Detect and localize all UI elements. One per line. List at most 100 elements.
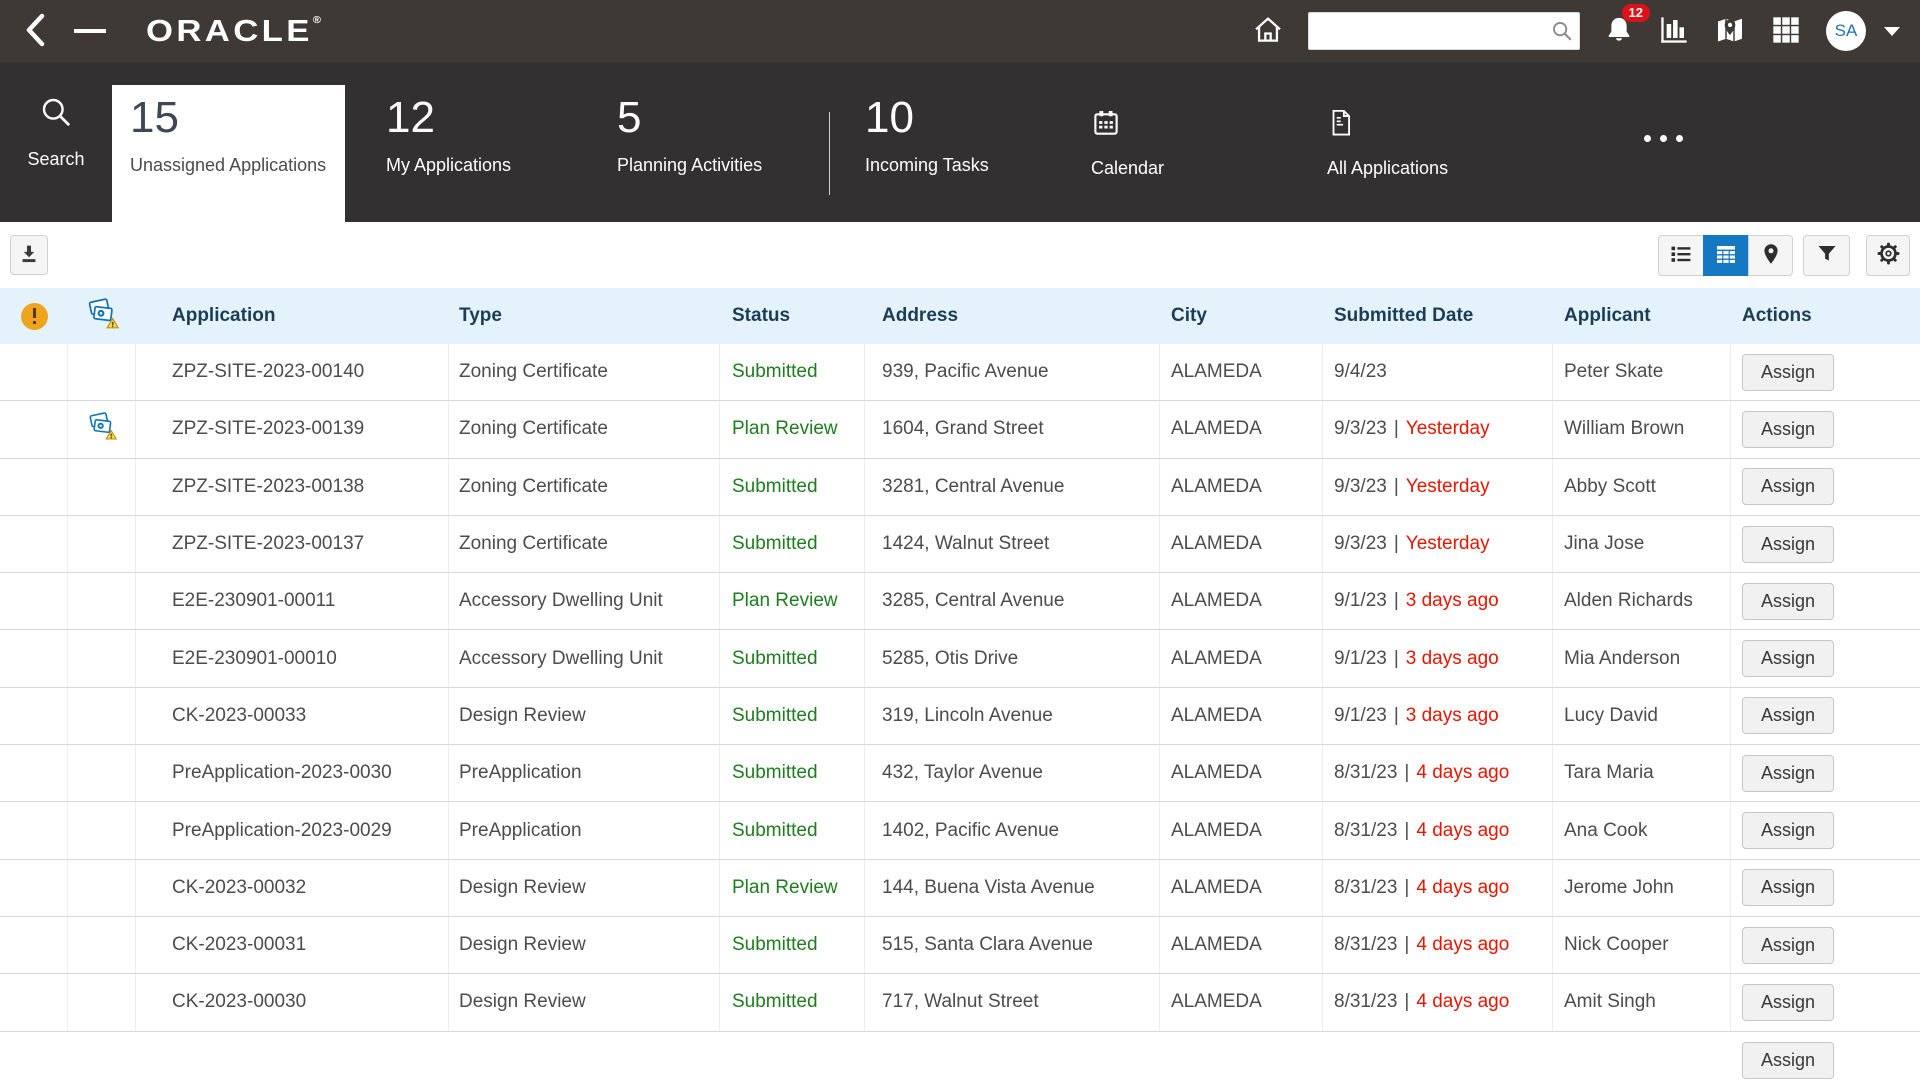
table-row[interactable]: CK-2023-00032 Design Review Plan Review … (0, 860, 1920, 917)
application-id: ZPZ-SITE-2023-00137 (136, 516, 449, 572)
column-header-address[interactable]: Address (865, 305, 1160, 327)
tab-incoming-tasks[interactable]: 10 Incoming Tasks (847, 62, 1063, 222)
column-header-submitted-date[interactable]: Submitted Date (1323, 305, 1553, 327)
assign-button[interactable]: Assign (1742, 697, 1834, 734)
date-value: 8/31/23 (1334, 934, 1397, 956)
assign-button[interactable]: Assign (1742, 583, 1834, 620)
table-row[interactable]: E2E-230901-00010 Accessory Dwelling Unit… (0, 630, 1920, 687)
list-view-button[interactable] (1658, 235, 1703, 276)
column-header-status[interactable]: Status (720, 305, 865, 327)
applicant-value: Mia Anderson (1553, 630, 1731, 686)
assign-button[interactable]: Assign (1742, 755, 1834, 792)
submitted-date-cell: 9/1/23 | 3 days ago (1323, 688, 1553, 744)
assign-button[interactable]: Assign (1742, 812, 1834, 849)
status-cell: Plan Review (720, 401, 865, 457)
alert-column-header (0, 303, 68, 330)
tab-count: 15 (130, 95, 345, 141)
condition-cell (68, 745, 136, 801)
address-value: 717, Walnut Street (865, 974, 1160, 1030)
tab-planning-activities[interactable]: 5 Planning Activities (599, 62, 829, 222)
submitted-date-cell: 9/4/23 (1323, 344, 1553, 400)
actions-cell: Assign (1731, 860, 1920, 916)
tab-unassigned-applications[interactable]: 15 Unassigned Applications (112, 85, 345, 222)
tab-my-applications[interactable]: 12 My Applications (368, 62, 588, 222)
global-search-input[interactable] (1308, 12, 1580, 50)
view-controls (1658, 235, 1910, 276)
column-header-application[interactable]: Application (136, 305, 449, 327)
home-button[interactable] (1252, 14, 1284, 49)
assign-button[interactable]: Assign (1742, 1042, 1834, 1079)
download-button[interactable] (10, 235, 48, 275)
actions-cell: Assign (1731, 974, 1920, 1030)
application-type: Zoning Certificate (449, 459, 720, 515)
table-row[interactable]: Assign (0, 1032, 1920, 1080)
grid-view-button[interactable] (1703, 235, 1748, 276)
actions-cell: Assign (1731, 401, 1920, 457)
document-icon (1327, 125, 1355, 142)
assign-button[interactable]: Assign (1742, 526, 1834, 563)
city-value: ALAMEDA (1160, 344, 1323, 400)
tab-calendar[interactable]: Calendar (1073, 62, 1293, 222)
date-late-note: 3 days ago (1406, 705, 1499, 727)
address-value: 5285, Otis Drive (865, 630, 1160, 686)
column-header-type[interactable]: Type (449, 305, 720, 327)
date-late-note: 4 days ago (1416, 820, 1509, 842)
status-cell (720, 1032, 865, 1080)
alert-cell (0, 401, 68, 457)
tab-all-applications[interactable]: All Applications (1309, 62, 1524, 222)
table-row[interactable]: PreApplication-2023-0029 PreApplication … (0, 802, 1920, 859)
table-row[interactable]: CK-2023-00033 Design Review Submitted 31… (0, 688, 1920, 745)
actions-cell: Assign (1731, 630, 1920, 686)
analytics-button[interactable] (1658, 14, 1690, 49)
notifications-button[interactable]: 12 (1604, 14, 1634, 49)
topbar-left: ORACLE® (24, 12, 302, 51)
assign-button[interactable]: Assign (1742, 411, 1834, 448)
table-row[interactable]: CK-2023-00030 Design Review Submitted 71… (0, 974, 1920, 1031)
map-button[interactable] (1714, 14, 1746, 49)
table-row[interactable]: E2E-230901-00011 Accessory Dwelling Unit… (0, 573, 1920, 630)
settings-button[interactable] (1866, 235, 1910, 276)
table-row[interactable]: PreApplication-2023-0030 PreApplication … (0, 745, 1920, 802)
assign-button[interactable]: Assign (1742, 869, 1834, 906)
hamburger-menu-button[interactable] (74, 29, 106, 33)
assign-button[interactable]: Assign (1742, 927, 1834, 964)
date-late-note: 4 days ago (1416, 991, 1509, 1013)
assign-button[interactable]: Assign (1742, 468, 1834, 505)
assign-button[interactable]: Assign (1742, 984, 1834, 1021)
view-toggle-group (1658, 235, 1793, 276)
assign-button[interactable]: Assign (1742, 640, 1834, 677)
city-value (1160, 1032, 1323, 1080)
table-row[interactable]: ZPZ-SITE-2023-00140 Zoning Certificate S… (0, 344, 1920, 401)
tab-label: Calendar (1091, 158, 1293, 179)
submitted-date-cell: 9/3/23 | Yesterday (1323, 516, 1553, 572)
applicant-value: Jerome John (1553, 860, 1731, 916)
tab-search[interactable]: Search (0, 62, 112, 222)
table-row[interactable]: ZPZ-SITE-2023-00137 Zoning Certificate S… (0, 516, 1920, 573)
address-value: 3281, Central Avenue (865, 459, 1160, 515)
user-menu-caret-icon[interactable] (1884, 27, 1900, 36)
filter-button[interactable] (1803, 235, 1850, 276)
apps-grid-button[interactable] (1770, 14, 1802, 49)
application-type: PreApplication (449, 802, 720, 858)
applicant-value: Amit Singh (1553, 974, 1731, 1030)
avatar[interactable]: SA (1826, 11, 1866, 51)
back-button[interactable] (24, 12, 46, 51)
download-icon (18, 243, 40, 268)
date-late-note: 4 days ago (1416, 934, 1509, 956)
assign-button[interactable]: Assign (1742, 354, 1834, 391)
grid-toolbar (0, 222, 1920, 288)
chevron-left-icon (24, 12, 46, 51)
table-row[interactable]: ZPZ-SITE-2023-00138 Zoning Certificate S… (0, 459, 1920, 516)
map-view-button[interactable] (1748, 235, 1793, 276)
application-id (136, 1032, 449, 1080)
application-type: Zoning Certificate (449, 344, 720, 400)
table-row[interactable]: ZPZ-SITE-2023-00139 Zoning Certificate P… (0, 401, 1920, 458)
search-tab-icon (40, 96, 72, 133)
column-header-applicant[interactable]: Applicant (1553, 305, 1731, 327)
status-cell: Plan Review (720, 860, 865, 916)
table-row[interactable]: CK-2023-00031 Design Review Submitted 51… (0, 917, 1920, 974)
actions-cell: Assign (1731, 745, 1920, 801)
top-header-bar: ORACLE® 12 (0, 0, 1920, 62)
more-tabs-button[interactable] (1644, 128, 1683, 148)
column-header-city[interactable]: City (1160, 305, 1323, 327)
